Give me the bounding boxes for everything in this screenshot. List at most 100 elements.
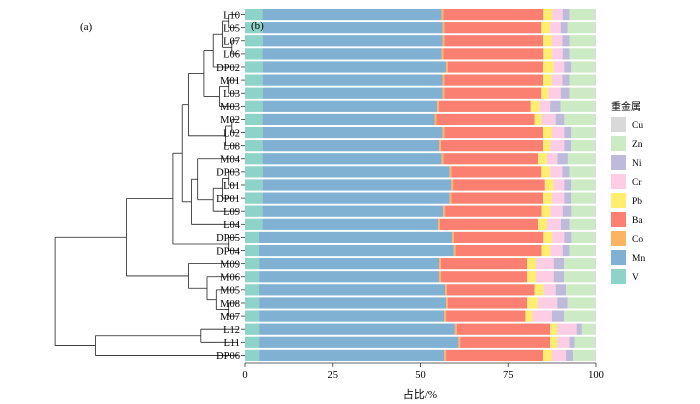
bar-segment-l04-co bbox=[438, 218, 440, 230]
bar-segment-l11-v bbox=[245, 336, 260, 348]
bar-segment-l01-cu bbox=[594, 179, 596, 191]
bar-segment-dp02-v bbox=[245, 61, 263, 73]
bar-segment-dp02-ni bbox=[564, 61, 572, 73]
bar-segment-l07-zn bbox=[569, 35, 595, 47]
bar-segment-m06-co bbox=[439, 271, 441, 283]
bar-segment-l07-v bbox=[245, 35, 263, 47]
bar-segment-l10-pb bbox=[543, 8, 553, 21]
bar-segment-l01-zn bbox=[571, 179, 595, 191]
bar-segment-dp01-ni bbox=[564, 192, 572, 204]
bar-segment-l05-zn bbox=[567, 22, 595, 34]
bar-segment-l04-mn bbox=[262, 218, 439, 230]
bar-segment-m01-co bbox=[442, 74, 445, 86]
y-tick-label-m09: M09 bbox=[220, 259, 240, 270]
bar-segment-l12-pb bbox=[550, 323, 558, 335]
bar-segment-l07-ba bbox=[444, 35, 544, 47]
bar-segment-dp04-ni bbox=[562, 244, 570, 257]
bar-segment-l03-ba bbox=[444, 87, 542, 99]
y-tick-label-l02: L02 bbox=[223, 128, 240, 139]
y-tick-label-dp02: DP02 bbox=[216, 63, 240, 74]
legend-swatch-v bbox=[611, 269, 626, 284]
bar-segment-m07-cr bbox=[532, 310, 552, 322]
bar-segment-m08-cr bbox=[537, 297, 558, 309]
bar-segment-m02-co bbox=[434, 113, 437, 126]
bar-segment-l11-ba bbox=[460, 336, 551, 348]
y-tick-label-dp01: DP01 bbox=[216, 194, 240, 205]
bar-segment-l03-co bbox=[442, 87, 445, 99]
bar-segment-dp02-pb bbox=[543, 61, 554, 73]
bar-segment-l02-pb bbox=[543, 126, 552, 139]
bar-segment-dp06-pb bbox=[543, 349, 552, 362]
bar-segment-m06-ni bbox=[553, 271, 565, 283]
bar-segment-m04-zn bbox=[567, 153, 595, 165]
bar-segment-m07-pb bbox=[525, 310, 533, 322]
bar-segment-dp04-v bbox=[245, 244, 260, 257]
bar-segment-l05-cu bbox=[594, 22, 596, 34]
bar-segment-l10-v bbox=[245, 8, 263, 21]
bar-segment-m05-co bbox=[445, 284, 447, 296]
y-tick-label-l10: L10 bbox=[223, 10, 240, 21]
bar-segment-m07-co bbox=[444, 310, 447, 322]
bar-segment-m05-v bbox=[245, 284, 260, 296]
bar-segment-m06-cr bbox=[536, 271, 554, 283]
bar-segment-m03-cu bbox=[594, 100, 596, 112]
bar-segment-l06-ba bbox=[443, 48, 544, 60]
legend-label-v: V bbox=[632, 273, 639, 283]
bar-segment-m04-ni bbox=[557, 153, 568, 165]
bar-segment-m05-zn bbox=[566, 284, 595, 296]
x-tick-label-50: 50 bbox=[415, 370, 426, 381]
bar-segment-l01-mn bbox=[262, 179, 452, 191]
bar-segment-m09-cu bbox=[594, 258, 596, 270]
y-tick-label-l03: L03 bbox=[223, 89, 240, 100]
legend-label-ni: Ni bbox=[632, 159, 642, 169]
bar-segment-dp02-ba bbox=[447, 61, 544, 73]
bar-segment-m01-ba bbox=[444, 74, 544, 86]
y-tick-label-m03: M03 bbox=[220, 102, 240, 113]
y-tick-label-m06: M06 bbox=[220, 273, 240, 284]
bar-segment-dp01-v bbox=[245, 192, 263, 204]
bar-segment-l06-cu bbox=[594, 48, 596, 60]
bar-segment-l03-pb bbox=[541, 87, 549, 99]
bar-segment-l11-pb bbox=[550, 336, 558, 348]
bar-segment-l01-co bbox=[451, 179, 454, 191]
bar-segment-l02-co bbox=[442, 126, 445, 139]
bar-segment-l09-zn bbox=[571, 205, 595, 217]
bar-segment-dp02-mn bbox=[262, 61, 447, 73]
bar-segment-dp05-mn bbox=[259, 231, 453, 244]
bar-segment-l12-co bbox=[454, 323, 457, 335]
legend-swatch-mn bbox=[611, 250, 626, 265]
bar-segment-l06-zn bbox=[569, 48, 595, 60]
bar-segment-m02-ba bbox=[436, 113, 535, 126]
bar-segment-l11-ni bbox=[569, 336, 575, 348]
bar-segment-l03-ni bbox=[560, 87, 570, 99]
x-tick-label-75: 75 bbox=[503, 370, 514, 381]
bar-segment-m02-mn bbox=[262, 113, 435, 126]
bar-segment-dp06-cu bbox=[594, 349, 596, 362]
bar-segment-l03-zn bbox=[569, 87, 595, 99]
y-tick-label-dp05: DP05 bbox=[216, 233, 240, 244]
bar-segment-m03-ba bbox=[439, 100, 531, 112]
bar-segment-dp01-zn bbox=[571, 192, 595, 204]
bar-segment-m01-v bbox=[245, 74, 263, 86]
bar-segment-l09-ni bbox=[562, 205, 572, 217]
bar-segment-m02-pb bbox=[534, 113, 542, 126]
legend-label-mn: Mn bbox=[632, 254, 645, 264]
y-axis-labels: L10 L05 L07 L06 DP02 M01 L03 M03 M02 L02 L08 M04 DP0… bbox=[216, 10, 245, 362]
bar-segment-m04-cr bbox=[546, 153, 558, 165]
bar-segment-m02-v bbox=[245, 113, 263, 126]
legend-swatch-cr bbox=[611, 174, 626, 189]
bar-segment-m02-cr bbox=[541, 113, 556, 126]
bar-segment-dp01-cr bbox=[551, 192, 565, 204]
bar-segment-m03-co bbox=[437, 100, 440, 112]
bar-segment-m02-cu bbox=[594, 113, 596, 126]
bar-segment-l08-co bbox=[439, 140, 441, 152]
bar-segment-dp04-ba bbox=[455, 244, 542, 257]
bar-segment-m08-ba bbox=[447, 297, 528, 309]
bar-segment-dp06-ba bbox=[446, 349, 544, 362]
x-axis-title: 占比/% bbox=[403, 387, 437, 401]
bar-segment-l01-ni bbox=[564, 179, 572, 191]
bar-segment-dp05-v bbox=[245, 231, 260, 244]
bar-segment-l08-v bbox=[245, 140, 263, 152]
bar-segment-m08-pb bbox=[527, 297, 538, 309]
